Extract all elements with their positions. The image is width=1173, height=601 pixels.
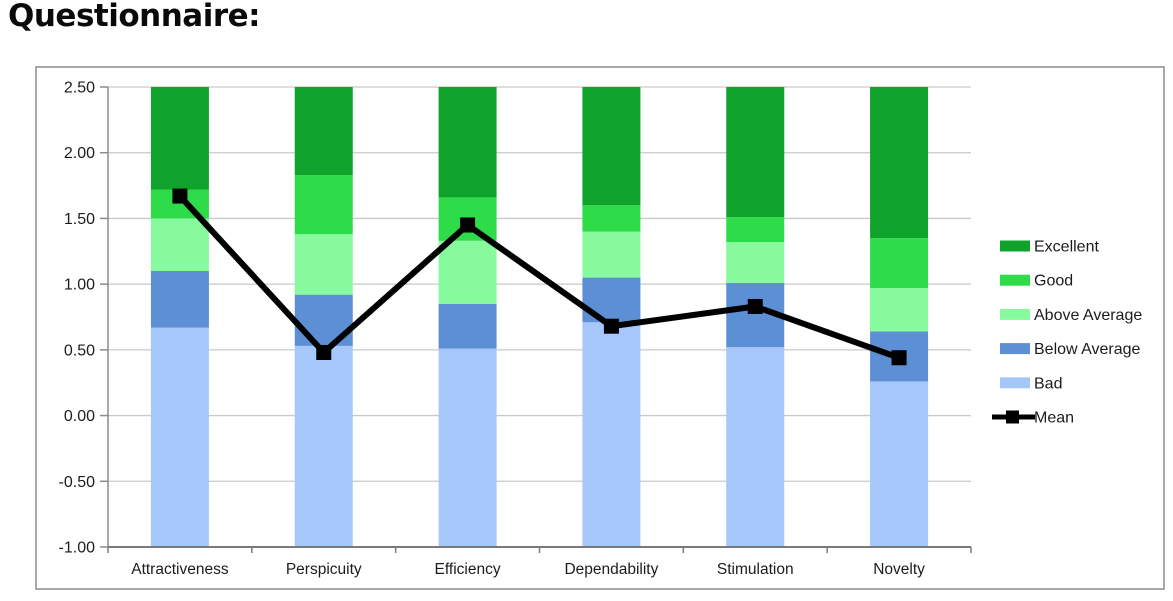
x-category-label: Efficiency <box>435 561 501 578</box>
legend-label: Excellent <box>1034 239 1099 256</box>
y-tick-label: 1.50 <box>64 211 95 228</box>
bar-segment-below-average <box>438 303 497 349</box>
legend-label: Good <box>1034 273 1073 290</box>
bar-segment-above-average <box>294 234 353 295</box>
bar-segment-good <box>582 205 641 232</box>
bar-segment-excellent <box>438 87 497 198</box>
y-tick-label: 0.50 <box>64 342 95 359</box>
bar-segment-above-average <box>726 242 785 283</box>
legend-swatch-below-average <box>1000 343 1030 355</box>
mean-marker <box>603 318 619 334</box>
mean-marker <box>172 188 188 204</box>
bar-segment-bad <box>150 327 209 547</box>
mean-marker <box>460 217 476 233</box>
y-tick-label: 2.50 <box>64 80 95 97</box>
bar-segment-above-average <box>438 240 497 304</box>
legend-label: Above Average <box>1034 307 1142 324</box>
y-tick-label: -0.50 <box>59 474 96 491</box>
y-tick-label: 0.00 <box>64 408 95 425</box>
chart-panel: 2.50 2.00 1.50 1.00 0.50 0.00 -0.50 -1.00 Attrac… <box>35 66 1165 590</box>
y-tick-label: -1.00 <box>59 540 96 557</box>
legend-swatch-bad <box>1000 377 1030 389</box>
bar-segment-bad <box>294 345 353 547</box>
bar-segment-above-average <box>582 231 641 278</box>
page-title: Questionnaire: <box>8 0 261 34</box>
x-category-label: Attractiveness <box>131 561 229 578</box>
bar-segment-above-average <box>870 288 929 332</box>
bar-segment-excellent <box>726 87 785 218</box>
bar-segment-bad <box>438 348 497 547</box>
x-category-label: Stimulation <box>717 561 794 578</box>
x-category-label: Perspicuity <box>286 561 362 578</box>
mean-marker <box>891 350 907 366</box>
bar-segment-above-average <box>150 218 209 271</box>
legend-swatch-excellent <box>1000 240 1030 252</box>
legend-swatch-good <box>1000 274 1030 286</box>
mean-line <box>177 194 901 361</box>
bar-segment-good <box>726 217 785 243</box>
bar-segment-below-average <box>150 271 209 328</box>
legend-mean-marker <box>1006 410 1019 424</box>
y-tick-label: 2.00 <box>64 145 95 162</box>
bar-segment-bad <box>870 381 929 547</box>
legend-label: Mean <box>1034 410 1074 427</box>
questionnaire-chart: 2.50 2.00 1.50 1.00 0.50 0.00 -0.50 -1.00 Attrac… <box>59 80 1143 579</box>
bar-segment-good <box>294 175 353 235</box>
y-tick-label: 1.00 <box>64 277 95 294</box>
bar-segment-bad <box>582 322 641 547</box>
x-category-label: Novelty <box>873 561 925 578</box>
bar-segment-excellent <box>294 87 353 176</box>
bar-segment-excellent <box>870 87 929 239</box>
mean-marker <box>747 298 763 314</box>
mean-marker <box>316 344 332 360</box>
legend-label: Below Average <box>1034 341 1141 358</box>
bar-segment-bad <box>726 347 785 547</box>
bar-segment-good <box>870 238 929 289</box>
x-category-label: Dependability <box>564 561 658 578</box>
legend-label: Bad <box>1034 375 1062 392</box>
bar-segment-excellent <box>150 87 209 190</box>
bar-segment-excellent <box>582 87 641 206</box>
legend-swatch-above-average <box>1000 308 1030 320</box>
